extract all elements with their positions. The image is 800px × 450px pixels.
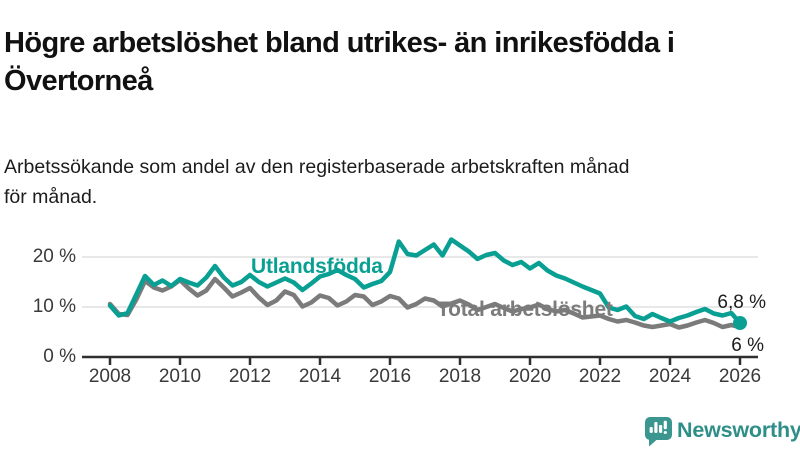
y-tick-label: 20 % (32, 246, 76, 267)
series-end-dot (733, 316, 747, 330)
x-tick-label: 2026 (718, 366, 762, 387)
x-tick-label: 2024 (648, 366, 692, 387)
series-label-total-arbetsloshet: Total arbetslöshet (437, 298, 613, 321)
x-tick-label: 2022 (578, 366, 622, 387)
end-value-label-utlandsfodda: 6,8 % (717, 292, 766, 313)
page-title-line1: Högre arbetslöshet bland utrikes- än inr… (4, 27, 675, 60)
x-tick-label: 2018 (438, 366, 482, 387)
x-tick-label: 2012 (228, 366, 272, 387)
x-tick-label: 2008 (88, 366, 132, 387)
page-title: Högre arbetslöshet bland utrikes- än inr… (4, 24, 675, 100)
end-value-label-total: 6 % (731, 335, 764, 356)
x-tick-label: 2014 (298, 366, 342, 387)
chart-subtitle: Arbetssökande som andel av den registerb… (4, 152, 629, 212)
y-tick-label: 0 % (43, 346, 76, 367)
utlandsfodda-line (107, 237, 743, 326)
newsworthy-wordmark: Newsworthy (677, 418, 800, 442)
x-tick-label: 2010 (158, 366, 202, 387)
chart-grid (82, 256, 758, 365)
x-tick-label: 2020 (508, 366, 552, 387)
page-title-line2: Övertorneå (4, 65, 153, 98)
chart-subtitle-line2: för månad. (4, 185, 98, 208)
y-tick-label: 10 % (32, 296, 76, 317)
series-label-utlandsfodda: Utlandsfödda (251, 255, 383, 278)
x-tick-label: 2016 (368, 366, 412, 387)
total-arbetsloshet-line (107, 276, 743, 330)
chart-subtitle-line1: Arbetssökande som andel av den registerb… (4, 155, 630, 178)
